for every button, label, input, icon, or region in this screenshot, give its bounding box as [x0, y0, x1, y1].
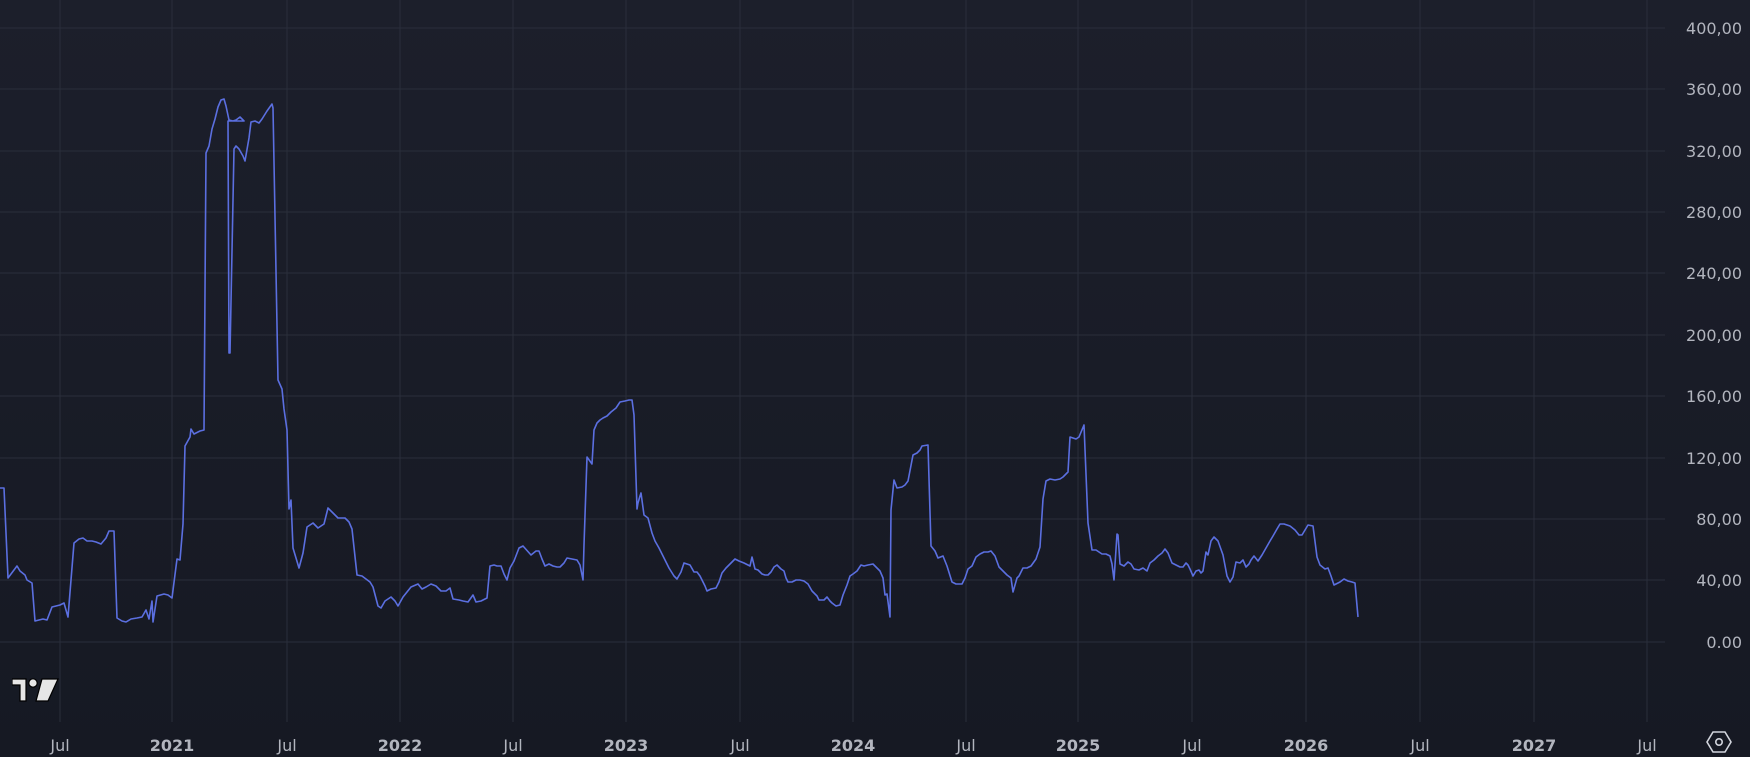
hexagon-settings-icon[interactable] [1706, 730, 1732, 754]
vertical-gridlines [59, 0, 1648, 722]
x-axis-label: Jul [1181, 736, 1201, 755]
x-axis-label: Jul [49, 736, 69, 755]
x-axis-time-scale[interactable]: Jul 2021 Jul 2022 Jul 2023 Jul 2024 Jul 2025 Jul 20… [49, 736, 1656, 755]
y-axis-price-scale[interactable]: 400,00 360,00 320,00 280,00 240,00 200,00 160,… [1686, 19, 1742, 652]
y-axis-label: 280,00 [1686, 203, 1742, 222]
x-axis-label: 2021 [150, 736, 195, 755]
x-axis-label: 2026 [1284, 736, 1329, 755]
x-axis-label: 2022 [378, 736, 423, 755]
x-axis-label: 2027 [1512, 736, 1557, 755]
y-axis-label: 240,00 [1686, 264, 1742, 283]
x-axis-label: 2023 [604, 736, 649, 755]
y-axis-label: 40,00 [1696, 571, 1742, 590]
x-axis-label: Jul [955, 736, 975, 755]
x-axis-label: Jul [1636, 736, 1656, 755]
y-axis-label: 320,00 [1686, 142, 1742, 161]
y-axis-label: 400,00 [1686, 19, 1742, 38]
x-axis-label: Jul [276, 736, 296, 755]
x-axis-label: Jul [1409, 736, 1429, 755]
y-axis-label: 120,00 [1686, 449, 1742, 468]
x-axis-label: Jul [502, 736, 522, 755]
tradingview-logo-icon[interactable] [12, 676, 60, 704]
horizontal-gridlines [0, 27, 1665, 643]
price-line-series[interactable] [0, 98, 1359, 623]
y-axis-label: 360,00 [1686, 80, 1742, 99]
y-axis-label: 160,00 [1686, 387, 1742, 406]
x-axis-label: 2025 [1056, 736, 1101, 755]
y-axis-label: 80,00 [1696, 510, 1742, 529]
x-axis-label: 2024 [831, 736, 876, 755]
y-axis-label: 200,00 [1686, 326, 1742, 345]
x-axis-label: Jul [729, 736, 749, 755]
y-axis-label: 0.00 [1706, 633, 1742, 652]
